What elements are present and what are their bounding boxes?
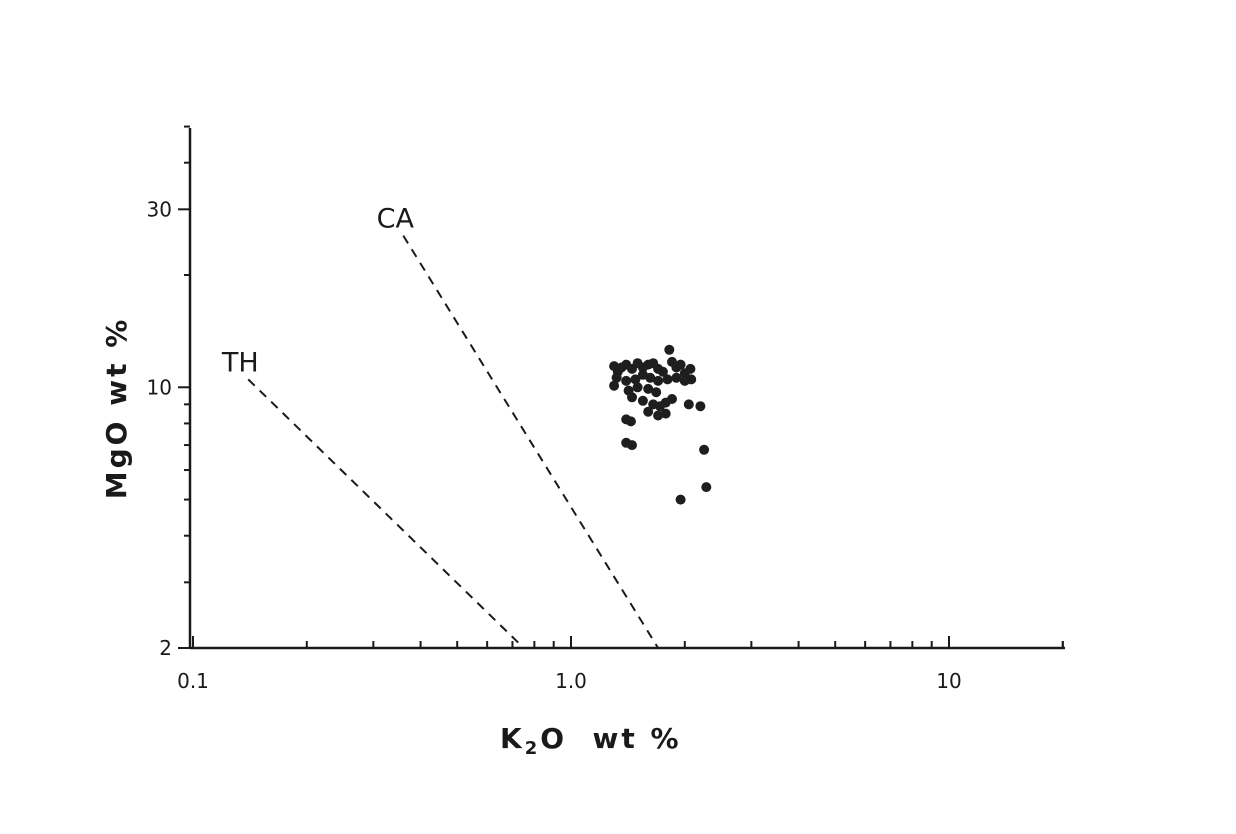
x-tick-label: 1.0 xyxy=(555,669,587,693)
x-tick-label: 0.1 xyxy=(177,669,209,693)
reference-line-label-ca: CA xyxy=(377,204,415,235)
data-point xyxy=(664,344,675,355)
data-point xyxy=(660,408,671,419)
data-point xyxy=(645,372,656,383)
data-point xyxy=(701,482,712,493)
tick-labels: 0.1 1.0 10 2 10 30 xyxy=(147,197,962,693)
reference-lines: TH CA xyxy=(221,204,659,649)
y-tick-label: 10 xyxy=(147,375,172,399)
x-axis-title-tail: O wt % xyxy=(540,722,681,755)
data-point xyxy=(695,401,706,412)
data-point xyxy=(611,372,622,383)
data-point xyxy=(651,387,662,398)
reference-line-label-th: TH xyxy=(221,347,259,378)
ticks xyxy=(178,125,1064,649)
x-axis-title-subscript: 2 xyxy=(525,738,541,759)
data-point xyxy=(683,399,694,410)
data-point xyxy=(627,440,637,451)
data-point xyxy=(667,394,677,404)
data-point xyxy=(625,416,636,427)
y-axis-title: MgO wt % xyxy=(100,317,133,500)
data-points xyxy=(609,344,712,505)
data-point xyxy=(685,363,696,374)
data-point xyxy=(627,392,637,403)
data-point xyxy=(653,410,664,421)
data-point xyxy=(671,372,682,383)
data-point xyxy=(621,375,632,386)
data-point xyxy=(630,374,641,385)
y-tick-label: 30 xyxy=(147,197,172,221)
x-tick-label: 10 xyxy=(936,669,961,693)
data-point xyxy=(632,382,643,393)
data-point xyxy=(657,366,668,377)
reference-line-th xyxy=(247,378,525,649)
data-point xyxy=(643,383,654,394)
data-point xyxy=(643,406,654,417)
data-point xyxy=(653,375,664,386)
data-point xyxy=(675,359,686,370)
data-point xyxy=(609,380,620,391)
data-point xyxy=(675,494,686,505)
data-point xyxy=(637,395,648,406)
data-point xyxy=(699,444,710,455)
data-point xyxy=(686,374,697,385)
data-point xyxy=(662,374,673,385)
y-tick-label: 2 xyxy=(159,636,172,660)
x-axis-title: K2O wt % xyxy=(500,722,682,759)
x-axis-title-main: K xyxy=(500,722,525,755)
reference-line-ca xyxy=(402,235,659,649)
